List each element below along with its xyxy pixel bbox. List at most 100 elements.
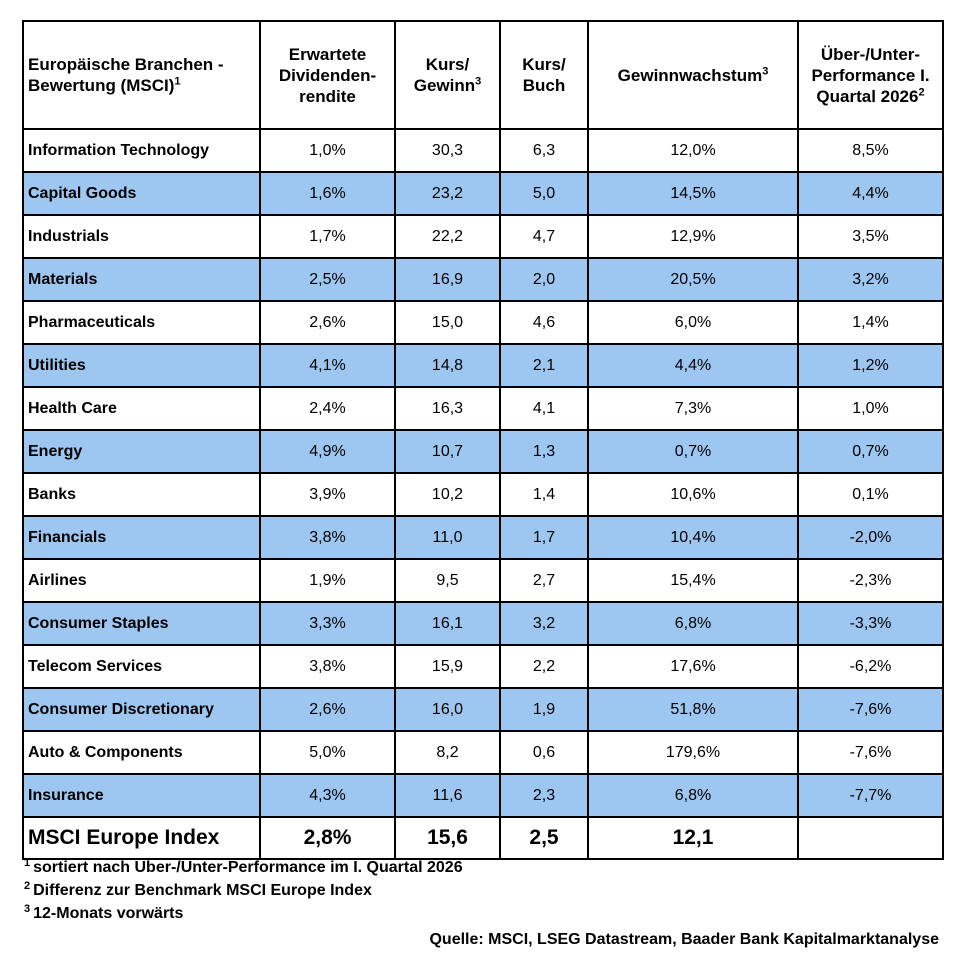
sector-name-cell: Health Care bbox=[22, 386, 261, 431]
table-row: Energy 4,9% 10,7 1,3 0,7% 0,7% bbox=[22, 429, 944, 474]
price-book-cell: 4,1 bbox=[499, 386, 589, 431]
price-book-cell: 6,3 bbox=[499, 128, 589, 173]
sector-name-cell: Industrials bbox=[22, 214, 261, 259]
table-row: Insurance 4,3% 11,6 2,3 6,8% -7,7% bbox=[22, 773, 944, 818]
header-price-book: Kurs/ Buch bbox=[499, 20, 589, 130]
dividend-yield-cell: 3,9% bbox=[259, 472, 396, 517]
earnings-growth-cell: 12,9% bbox=[587, 214, 799, 259]
table-row: Banks 3,9% 10,2 1,4 10,6% 0,1% bbox=[22, 472, 944, 517]
sector-name-cell: Utilities bbox=[22, 343, 261, 388]
total-dividend-yield: 2,8% bbox=[259, 816, 396, 860]
price-book-cell: 0,6 bbox=[499, 730, 589, 775]
table-row: Telecom Services 3,8% 15,9 2,2 17,6% -6,2% bbox=[22, 644, 944, 689]
footnote-1: 1 sortiert nach Über-/Unter-Performance i… bbox=[24, 856, 463, 876]
total-price-earnings: 15,6 bbox=[394, 816, 501, 860]
price-book-cell: 2,1 bbox=[499, 343, 589, 388]
dividend-yield-cell: 1,6% bbox=[259, 171, 396, 216]
earnings-growth-cell: 14,5% bbox=[587, 171, 799, 216]
price-book-cell: 1,7 bbox=[499, 515, 589, 560]
sector-name-cell: Consumer Discretionary bbox=[22, 687, 261, 732]
price-book-cell: 2,7 bbox=[499, 558, 589, 603]
earnings-growth-cell: 7,3% bbox=[587, 386, 799, 431]
performance-cell: 0,1% bbox=[797, 472, 944, 517]
dividend-yield-cell: 4,1% bbox=[259, 343, 396, 388]
earnings-growth-cell: 17,6% bbox=[587, 644, 799, 689]
price-earnings-cell: 23,2 bbox=[394, 171, 501, 216]
dividend-yield-cell: 4,3% bbox=[259, 773, 396, 818]
sector-name-cell: Energy bbox=[22, 429, 261, 474]
performance-cell: 3,2% bbox=[797, 257, 944, 302]
earnings-growth-cell: 20,5% bbox=[587, 257, 799, 302]
earnings-growth-cell: 6,0% bbox=[587, 300, 799, 345]
table-body: Information Technology 1,0% 30,3 6,3 12,0% 8,… bbox=[22, 128, 944, 818]
footnotes: 1 sortiert nach Über-/Unter-Performance i… bbox=[24, 856, 939, 948]
price-earnings-cell: 16,0 bbox=[394, 687, 501, 732]
sector-name-cell: Airlines bbox=[22, 558, 261, 603]
table-total: MSCI Europe Index 2,8% 15,6 2,5 12,1 bbox=[22, 816, 944, 860]
sector-name-cell: Materials bbox=[22, 257, 261, 302]
table-row: Consumer Discretionary 2,6% 16,0 1,9 51,8% -7… bbox=[22, 687, 944, 732]
valuation-table-container: Europäische Branchen - Bewertung (MSCI)1… bbox=[22, 20, 944, 860]
dividend-yield-cell: 4,9% bbox=[259, 429, 396, 474]
sector-name-cell: Insurance bbox=[22, 773, 261, 818]
price-earnings-cell: 8,2 bbox=[394, 730, 501, 775]
header-earnings-growth: Gewinnwachstum3 bbox=[587, 20, 799, 130]
price-earnings-cell: 11,0 bbox=[394, 515, 501, 560]
earnings-growth-cell: 51,8% bbox=[587, 687, 799, 732]
dividend-yield-cell: 2,4% bbox=[259, 386, 396, 431]
price-book-cell: 2,2 bbox=[499, 644, 589, 689]
sector-name-cell: Information Technology bbox=[22, 128, 261, 173]
earnings-growth-cell: 15,4% bbox=[587, 558, 799, 603]
price-book-cell: 5,0 bbox=[499, 171, 589, 216]
performance-cell: 1,4% bbox=[797, 300, 944, 345]
table-row: Capital Goods 1,6% 23,2 5,0 14,5% 4,4% bbox=[22, 171, 944, 216]
price-book-cell: 2,3 bbox=[499, 773, 589, 818]
total-performance bbox=[797, 816, 944, 860]
dividend-yield-cell: 3,3% bbox=[259, 601, 396, 646]
table-row: Industrials 1,7% 22,2 4,7 12,9% 3,5% bbox=[22, 214, 944, 259]
dividend-yield-cell: 3,8% bbox=[259, 644, 396, 689]
dividend-yield-cell: 2,6% bbox=[259, 687, 396, 732]
dividend-yield-cell: 3,8% bbox=[259, 515, 396, 560]
performance-cell: -7,6% bbox=[797, 687, 944, 732]
price-book-cell: 4,7 bbox=[499, 214, 589, 259]
footnote-2: 2 Differenz zur Benchmark MSCI Europe Ind… bbox=[24, 879, 372, 899]
performance-cell: -7,6% bbox=[797, 730, 944, 775]
price-earnings-cell: 16,9 bbox=[394, 257, 501, 302]
performance-cell: -7,7% bbox=[797, 773, 944, 818]
price-earnings-cell: 15,0 bbox=[394, 300, 501, 345]
price-earnings-cell: 11,6 bbox=[394, 773, 501, 818]
performance-cell: 0,7% bbox=[797, 429, 944, 474]
performance-cell: 8,5% bbox=[797, 128, 944, 173]
table-row: Health Care 2,4% 16,3 4,1 7,3% 1,0% bbox=[22, 386, 944, 431]
footnote-3: 3 12-Monats vorwärts bbox=[24, 902, 184, 922]
table-row: Information Technology 1,0% 30,3 6,3 12,0% 8,… bbox=[22, 128, 944, 173]
valuation-table: Europäische Branchen - Bewertung (MSCI)1… bbox=[22, 20, 944, 860]
sector-name-cell: Telecom Services bbox=[22, 644, 261, 689]
price-book-cell: 4,6 bbox=[499, 300, 589, 345]
price-earnings-cell: 16,3 bbox=[394, 386, 501, 431]
price-book-cell: 2,0 bbox=[499, 257, 589, 302]
price-book-cell: 1,3 bbox=[499, 429, 589, 474]
table-row: Materials 2,5% 16,9 2,0 20,5% 3,2% bbox=[22, 257, 944, 302]
earnings-growth-cell: 6,8% bbox=[587, 773, 799, 818]
total-row: MSCI Europe Index 2,8% 15,6 2,5 12,1 bbox=[22, 816, 944, 860]
price-earnings-cell: 10,7 bbox=[394, 429, 501, 474]
price-earnings-cell: 30,3 bbox=[394, 128, 501, 173]
header-sector: Europäische Branchen - Bewertung (MSCI)1 bbox=[22, 20, 261, 130]
earnings-growth-cell: 10,6% bbox=[587, 472, 799, 517]
header-dividend-yield: Erwartete Dividenden-rendite bbox=[259, 20, 396, 130]
performance-cell: -2,0% bbox=[797, 515, 944, 560]
total-earnings-growth: 12,1 bbox=[587, 816, 799, 860]
price-earnings-cell: 10,2 bbox=[394, 472, 501, 517]
table-row: Utilities 4,1% 14,8 2,1 4,4% 1,2% bbox=[22, 343, 944, 388]
earnings-growth-cell: 6,8% bbox=[587, 601, 799, 646]
price-book-cell: 1,9 bbox=[499, 687, 589, 732]
price-earnings-cell: 16,1 bbox=[394, 601, 501, 646]
performance-cell: -6,2% bbox=[797, 644, 944, 689]
total-name: MSCI Europe Index bbox=[22, 816, 261, 860]
price-book-cell: 1,4 bbox=[499, 472, 589, 517]
earnings-growth-cell: 4,4% bbox=[587, 343, 799, 388]
dividend-yield-cell: 1,7% bbox=[259, 214, 396, 259]
performance-cell: -3,3% bbox=[797, 601, 944, 646]
